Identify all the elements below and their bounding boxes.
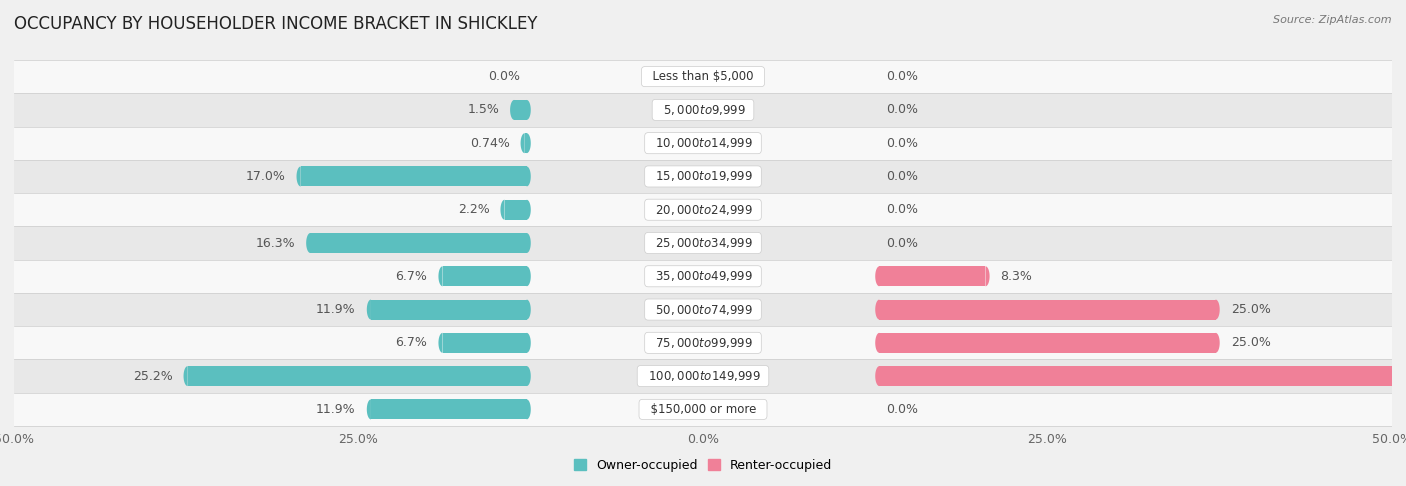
Bar <box>14 60 1392 93</box>
Polygon shape <box>527 399 530 419</box>
Text: 25.0%: 25.0% <box>1230 303 1271 316</box>
Polygon shape <box>876 266 879 286</box>
Polygon shape <box>307 233 311 253</box>
Text: 0.74%: 0.74% <box>470 137 509 150</box>
Text: 0.0%: 0.0% <box>886 137 918 150</box>
Text: 1.5%: 1.5% <box>467 104 499 117</box>
Text: $15,000 to $19,999: $15,000 to $19,999 <box>648 170 758 183</box>
Text: $50,000 to $74,999: $50,000 to $74,999 <box>648 303 758 316</box>
Bar <box>443 333 527 353</box>
Polygon shape <box>367 299 371 319</box>
Polygon shape <box>527 299 530 319</box>
Bar <box>505 200 527 220</box>
Text: 25.0%: 25.0% <box>1230 336 1271 349</box>
Polygon shape <box>439 333 443 353</box>
Polygon shape <box>184 366 187 386</box>
Text: $20,000 to $24,999: $20,000 to $24,999 <box>648 203 758 217</box>
Bar <box>14 393 1392 426</box>
Text: $10,000 to $14,999: $10,000 to $14,999 <box>648 136 758 150</box>
Polygon shape <box>527 167 530 187</box>
Bar <box>515 100 527 120</box>
Bar <box>14 93 1392 126</box>
Text: 17.0%: 17.0% <box>246 170 285 183</box>
Polygon shape <box>1216 333 1219 353</box>
Text: OCCUPANCY BY HOUSEHOLDER INCOME BRACKET IN SHICKLEY: OCCUPANCY BY HOUSEHOLDER INCOME BRACKET … <box>14 15 537 33</box>
Text: 0.0%: 0.0% <box>488 70 520 83</box>
Text: 6.7%: 6.7% <box>395 270 427 283</box>
Polygon shape <box>297 167 301 187</box>
Polygon shape <box>527 366 530 386</box>
Polygon shape <box>501 200 505 220</box>
Polygon shape <box>367 399 371 419</box>
Polygon shape <box>510 100 515 120</box>
Polygon shape <box>876 366 879 386</box>
Text: 8.3%: 8.3% <box>1001 270 1032 283</box>
Bar <box>14 293 1392 326</box>
Polygon shape <box>527 100 530 120</box>
Polygon shape <box>876 333 879 353</box>
Polygon shape <box>986 266 990 286</box>
Bar <box>14 326 1392 360</box>
Bar <box>187 366 527 386</box>
Text: 0.0%: 0.0% <box>886 170 918 183</box>
Polygon shape <box>1216 299 1219 319</box>
Text: $150,000 or more: $150,000 or more <box>643 403 763 416</box>
Polygon shape <box>527 333 530 353</box>
Text: Less than $5,000: Less than $5,000 <box>645 70 761 83</box>
Text: 16.3%: 16.3% <box>256 237 295 249</box>
Bar <box>879 366 1406 386</box>
Polygon shape <box>520 133 524 153</box>
Polygon shape <box>527 266 530 286</box>
Bar <box>14 360 1392 393</box>
Text: 25.2%: 25.2% <box>132 369 173 382</box>
Polygon shape <box>527 200 530 220</box>
Bar <box>14 126 1392 160</box>
Bar <box>14 193 1392 226</box>
Text: $25,000 to $34,999: $25,000 to $34,999 <box>648 236 758 250</box>
Bar <box>311 233 527 253</box>
Text: 11.9%: 11.9% <box>316 303 356 316</box>
Text: 0.0%: 0.0% <box>886 203 918 216</box>
Bar <box>879 299 1216 319</box>
Polygon shape <box>439 266 443 286</box>
Text: $5,000 to $9,999: $5,000 to $9,999 <box>655 103 751 117</box>
Bar <box>14 226 1392 260</box>
Bar <box>443 266 527 286</box>
Text: 0.0%: 0.0% <box>886 104 918 117</box>
Polygon shape <box>527 233 530 253</box>
Bar <box>14 160 1392 193</box>
Bar <box>301 167 527 187</box>
Bar <box>879 333 1216 353</box>
Polygon shape <box>527 133 530 153</box>
Bar <box>371 299 527 319</box>
Text: Source: ZipAtlas.com: Source: ZipAtlas.com <box>1274 15 1392 25</box>
Text: 0.0%: 0.0% <box>886 70 918 83</box>
Text: $35,000 to $49,999: $35,000 to $49,999 <box>648 269 758 283</box>
Polygon shape <box>876 299 879 319</box>
Text: 11.9%: 11.9% <box>316 403 356 416</box>
Text: 6.7%: 6.7% <box>395 336 427 349</box>
Text: $75,000 to $99,999: $75,000 to $99,999 <box>648 336 758 350</box>
Bar <box>524 133 527 153</box>
Text: 2.2%: 2.2% <box>458 203 489 216</box>
Bar <box>879 266 986 286</box>
Text: 0.0%: 0.0% <box>886 403 918 416</box>
Bar <box>371 399 527 419</box>
Text: $100,000 to $149,999: $100,000 to $149,999 <box>641 369 765 383</box>
Legend: Owner-occupied, Renter-occupied: Owner-occupied, Renter-occupied <box>568 454 838 477</box>
Bar <box>14 260 1392 293</box>
Text: 0.0%: 0.0% <box>886 237 918 249</box>
